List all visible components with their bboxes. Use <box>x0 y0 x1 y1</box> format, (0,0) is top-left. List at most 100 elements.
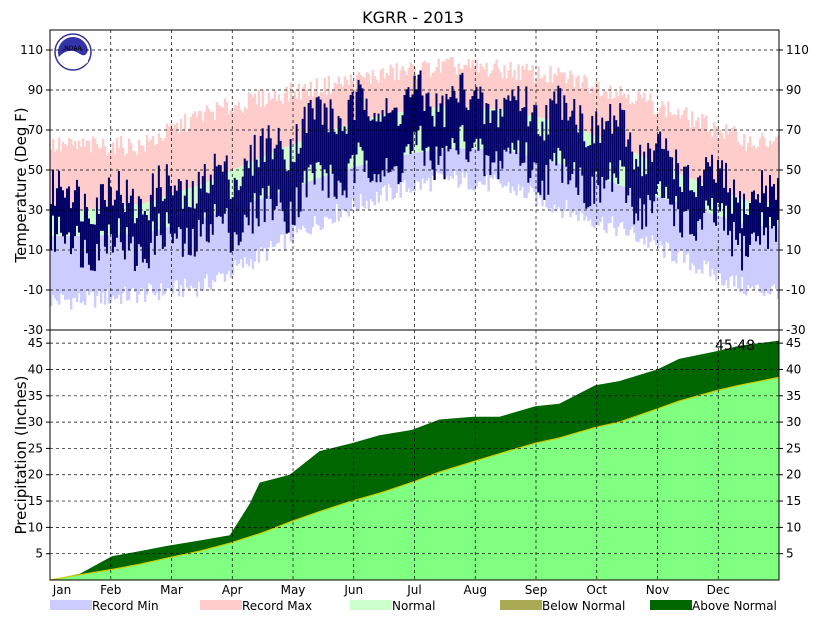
record-max-bar <box>59 151 63 210</box>
record-max-bar <box>483 69 486 109</box>
record-max-bar <box>379 70 382 116</box>
observed-temp-bar <box>295 124 298 188</box>
record-max-bar <box>365 72 368 120</box>
record-max-bar <box>529 70 532 116</box>
record-min-bar <box>265 196 269 261</box>
record-min-bar <box>535 157 538 207</box>
record-max-bar <box>263 106 267 156</box>
observed-temp-bar <box>171 195 175 244</box>
record-max-bar <box>441 61 444 107</box>
observed-temp-bar <box>561 119 564 183</box>
record-max-bar <box>647 100 650 160</box>
record-max-bar <box>339 83 342 128</box>
record-min-bar <box>121 234 125 294</box>
record-max-bar <box>251 97 255 162</box>
temp-tick-label-left: -30 <box>23 323 43 337</box>
observed-temp-bar <box>65 188 69 235</box>
observed-temp-bar <box>217 164 220 216</box>
record-max-bar <box>589 93 592 134</box>
record-max-bar <box>515 80 518 113</box>
precip-tick-label-right: 5 <box>786 547 794 561</box>
observed-temp-bar <box>263 161 266 223</box>
record-min-bar <box>775 226 778 289</box>
record-max-bar <box>581 82 584 131</box>
record-min-bar <box>219 212 223 275</box>
precip-tick-label-right: 20 <box>786 468 801 482</box>
record-min-bar <box>137 234 141 295</box>
record-max-bar <box>373 76 376 118</box>
record-min-bar <box>695 208 698 274</box>
observed-temp-bar <box>145 214 149 263</box>
observed-temp-bar <box>161 201 165 250</box>
observed-temp-bar <box>373 112 376 174</box>
observed-temp-bar <box>749 202 752 245</box>
record-max-bar <box>429 76 432 109</box>
observed-temp-bar <box>711 154 714 199</box>
record-max-bar <box>131 151 135 205</box>
observed-temp-bar <box>493 110 496 163</box>
observed-temp-bar <box>759 202 762 245</box>
precip-tick-label-right: 30 <box>786 415 801 429</box>
observed-temp-bar <box>697 177 700 222</box>
observed-temp-bar <box>685 166 688 212</box>
observed-temp-bar <box>707 162 710 206</box>
record-min-bar <box>155 230 159 293</box>
record-max-bar <box>497 68 500 110</box>
record-min-bar <box>553 162 556 205</box>
normal-precip-line <box>49 376 780 581</box>
record-min-bar <box>119 234 123 304</box>
record-min-bar <box>511 151 514 187</box>
observed-temp-bar <box>123 212 127 260</box>
observed-temp-bar <box>155 187 159 236</box>
legend-swatch <box>350 600 392 610</box>
record-min-bar <box>573 168 576 209</box>
record-min-bar <box>81 235 85 302</box>
observed-temp-bar <box>321 124 324 191</box>
record-max-bar <box>187 128 191 189</box>
observed-temp-bar <box>141 214 145 263</box>
observed-temp-bar <box>571 110 574 174</box>
observed-temp-bar <box>457 102 460 155</box>
record-min-bar <box>689 206 692 271</box>
record-max-bar <box>605 91 608 141</box>
record-max-bar <box>179 119 183 192</box>
observed-temp-bar <box>533 104 536 163</box>
observed-temp-bar <box>483 124 486 177</box>
record-min-bar <box>703 211 706 261</box>
record-min-bar <box>199 218 203 290</box>
record-min-bar <box>71 236 75 299</box>
record-max-bar <box>421 62 424 110</box>
observed-temp-bar <box>253 134 256 194</box>
observed-temp-bar <box>575 124 578 188</box>
month-label: Jun <box>343 583 363 597</box>
record-max-bar <box>473 65 476 108</box>
record-min-bar <box>623 186 626 229</box>
record-max-bar <box>133 151 137 205</box>
record-max-bar <box>295 98 299 143</box>
observed-temp-bar <box>235 179 238 235</box>
record-min-bar <box>749 226 752 289</box>
observed-temp-bar <box>419 70 422 126</box>
observed-temp-bar <box>657 133 660 185</box>
record-min-bar <box>441 148 444 175</box>
observed-temp-bar <box>199 188 202 237</box>
record-min-bar <box>161 228 165 296</box>
normal-range-bar <box>461 107 464 149</box>
record-min-bar <box>323 175 327 217</box>
record-min-bar <box>305 182 309 233</box>
record-min-bar <box>643 192 646 245</box>
record-min-bar <box>153 230 157 296</box>
record-max-bar <box>279 100 283 150</box>
record-max-bar <box>93 138 97 209</box>
record-max-bar <box>143 151 147 204</box>
above-normal-area <box>50 340 779 580</box>
record-min-bar <box>503 149 506 186</box>
record-min-bar <box>385 157 388 201</box>
observed-temp-bar <box>643 151 646 205</box>
observed-temp-bar <box>287 170 290 233</box>
record-max-bar <box>53 152 57 210</box>
record-max-bar <box>287 101 291 147</box>
record-max-bar <box>597 82 600 138</box>
observed-temp-bar <box>709 166 712 210</box>
record-max-bar <box>545 82 548 120</box>
